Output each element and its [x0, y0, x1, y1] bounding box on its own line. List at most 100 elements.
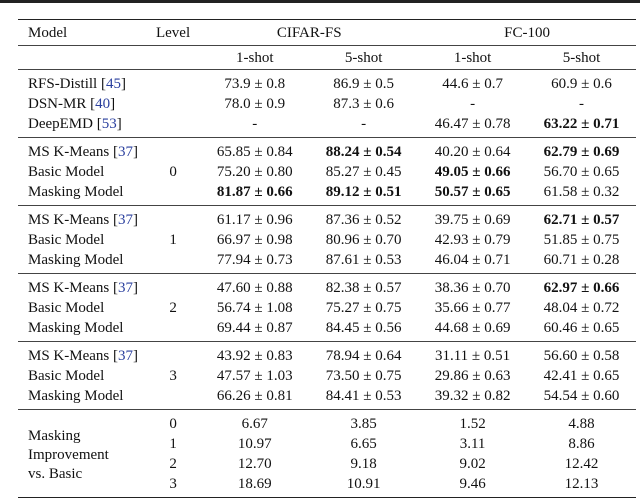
- table-row: DeepEMD [53] - - 46.47 ± 0.78 63.22 ± 0.71: [18, 114, 636, 138]
- table-row: Masking Model 77.94 ± 0.73 87.61 ± 0.53 46.…: [18, 250, 636, 274]
- value-cell: 56.74 ± 1.08: [200, 298, 309, 318]
- result-group: MS K-Means [37] 61.17 ± 0.96 87.36 ± 0.52 3…: [18, 206, 636, 274]
- model-name: Basic Model: [28, 300, 105, 316]
- value-cell: 56.60 ± 0.58: [527, 342, 636, 367]
- value-cell: 60.46 ± 0.65: [527, 318, 636, 342]
- level-cell: [146, 274, 200, 299]
- value-cell: 82.38 ± 0.57: [309, 274, 418, 299]
- value-text: 50.57 ± 0.65: [434, 184, 511, 200]
- result-group: RFS-Distill [45] 73.9 ± 0.8 86.9 ± 0.5 44.6…: [18, 70, 636, 138]
- model-cell: Basic Model: [18, 298, 146, 318]
- value-text: 62.79 ± 0.69: [543, 144, 620, 160]
- value-text: 38.36 ± 0.70: [434, 280, 511, 296]
- model-cell: MS K-Means [37]: [28, 212, 138, 228]
- table-row: Basic Model 2 56.74 ± 1.08 75.27 ± 0.75 35.6…: [18, 298, 636, 318]
- citation-link[interactable]: 40: [95, 96, 111, 112]
- value-cell: 9.18: [350, 456, 377, 472]
- value-cell: 44.6 ± 0.7: [418, 70, 527, 95]
- value-cell: 66.97 ± 0.98: [200, 230, 309, 250]
- label-line: Masking: [28, 428, 81, 444]
- value-cell: 62.79 ± 0.69: [527, 138, 636, 163]
- value-cell: 85.27 ± 0.45: [309, 162, 418, 182]
- level-cell: [146, 318, 200, 342]
- table-row: Masking Model 66.26 ± 0.81 84.41 ± 0.53 39.…: [18, 386, 636, 410]
- improvement-label: Masking Improvement vs. Basic: [18, 410, 146, 498]
- level-cell: 1: [169, 232, 177, 248]
- value-text: 56.70 ± 0.65: [543, 164, 620, 180]
- value-cell: 66.26 ± 0.81: [200, 386, 309, 410]
- value-text: 62.71 ± 0.57: [543, 212, 620, 228]
- level-cell: 0: [169, 416, 177, 432]
- value-cell: 39.32 ± 0.82: [418, 386, 527, 410]
- citation-link[interactable]: 37: [118, 212, 133, 228]
- value-text: 43.92 ± 0.83: [216, 348, 293, 364]
- value-cell: 86.9 ± 0.5: [309, 70, 418, 95]
- table-row: Masking Model 81.87 ± 0.66 89.12 ± 0.51 50.…: [18, 182, 636, 206]
- level-cell: [146, 182, 200, 206]
- value-text: 42.93 ± 0.79: [434, 232, 511, 248]
- value-cell: 10.91: [346, 476, 381, 492]
- citation-link[interactable]: 45: [105, 76, 121, 92]
- value-text: 61.17 ± 0.96: [216, 212, 293, 228]
- label-line: Improvement: [28, 447, 109, 463]
- value-cell: 10.97: [237, 436, 272, 452]
- value-text: 84.45 ± 0.56: [325, 320, 402, 336]
- model-cell: Basic Model: [18, 366, 146, 386]
- value-text: 87.36 ± 0.52: [325, 212, 402, 228]
- value-cell: 9.02: [459, 456, 486, 472]
- value-text: 54.54 ± 0.60: [543, 388, 620, 404]
- value-cell: -: [309, 114, 418, 138]
- header-row: Model Level CIFAR-FS FC-100: [18, 19, 636, 46]
- table-row: 1 10.97 6.65 3.11 8.86: [18, 434, 636, 454]
- value-text: 61.58 ± 0.32: [543, 184, 620, 200]
- value-text: 51.85 ± 0.75: [543, 232, 620, 248]
- model-name: RFS-Distill: [28, 76, 98, 92]
- level-cell: [146, 206, 200, 231]
- value-cell: 18.69: [237, 476, 272, 492]
- citation-link[interactable]: 37: [118, 280, 133, 296]
- value-cell: 50.57 ± 0.65: [418, 182, 527, 206]
- value-cell: -: [418, 94, 527, 114]
- level-cell: 2: [169, 300, 177, 316]
- value-text: 66.97 ± 0.98: [216, 232, 293, 248]
- value-cell: 69.44 ± 0.87: [200, 318, 309, 342]
- subheader-row: 1-shot 5-shot 1-shot 5-shot: [18, 45, 636, 70]
- value-cell: 8.86: [568, 436, 595, 452]
- value-text: 49.05 ± 0.66: [434, 164, 511, 180]
- value-text: 46.47 ± 0.78: [434, 116, 511, 132]
- value-cell: 12.42: [564, 456, 599, 472]
- results-table: Model Level CIFAR-FS FC-100 1-shot 5-sho…: [18, 19, 636, 498]
- citation-link[interactable]: 37: [118, 144, 133, 160]
- table-row: DSN-MR [40] 78.0 ± 0.9 87.3 ± 0.6 - -: [18, 94, 636, 114]
- value-cell: 29.86 ± 0.63: [418, 366, 527, 386]
- value-cell: 43.92 ± 0.83: [200, 342, 309, 367]
- value-cell: 40.20 ± 0.64: [418, 138, 527, 163]
- value-cell: 42.41 ± 0.65: [527, 366, 636, 386]
- header-shot: 1-shot: [200, 45, 310, 70]
- value-text: 47.57 ± 1.03: [216, 368, 293, 384]
- page-top-rule: [0, 0, 640, 3]
- model-cell: Masking Model: [18, 182, 146, 206]
- model-name: Masking Model: [28, 184, 124, 200]
- table-row: 2 12.70 9.18 9.02 12.42: [18, 454, 636, 474]
- value-cell: 77.94 ± 0.73: [200, 250, 309, 274]
- value-cell: 3.11: [459, 436, 486, 452]
- citation-link[interactable]: 53: [101, 116, 117, 132]
- value-cell: 61.58 ± 0.32: [527, 182, 636, 206]
- level-cell: 2: [169, 456, 177, 472]
- value-text: 39.32 ± 0.82: [434, 388, 511, 404]
- value-cell: 44.68 ± 0.69: [418, 318, 527, 342]
- value-cell: 60.71 ± 0.28: [527, 250, 636, 274]
- value-cell: 62.97 ± 0.66: [527, 274, 636, 299]
- value-cell: 39.75 ± 0.69: [418, 206, 527, 231]
- citation-link[interactable]: 37: [118, 348, 133, 364]
- value-cell: 84.41 ± 0.53: [309, 386, 418, 410]
- header-cifar-fs: CIFAR-FS: [200, 19, 419, 46]
- value-cell: 35.66 ± 0.77: [418, 298, 527, 318]
- model-cell: Basic Model: [18, 162, 146, 182]
- value-text: 85.27 ± 0.45: [325, 164, 402, 180]
- value-text: 75.20 ± 0.80: [216, 164, 293, 180]
- level-cell: 0: [169, 164, 177, 180]
- model-name: MS K-Means: [28, 144, 110, 160]
- level-cell: [146, 94, 200, 114]
